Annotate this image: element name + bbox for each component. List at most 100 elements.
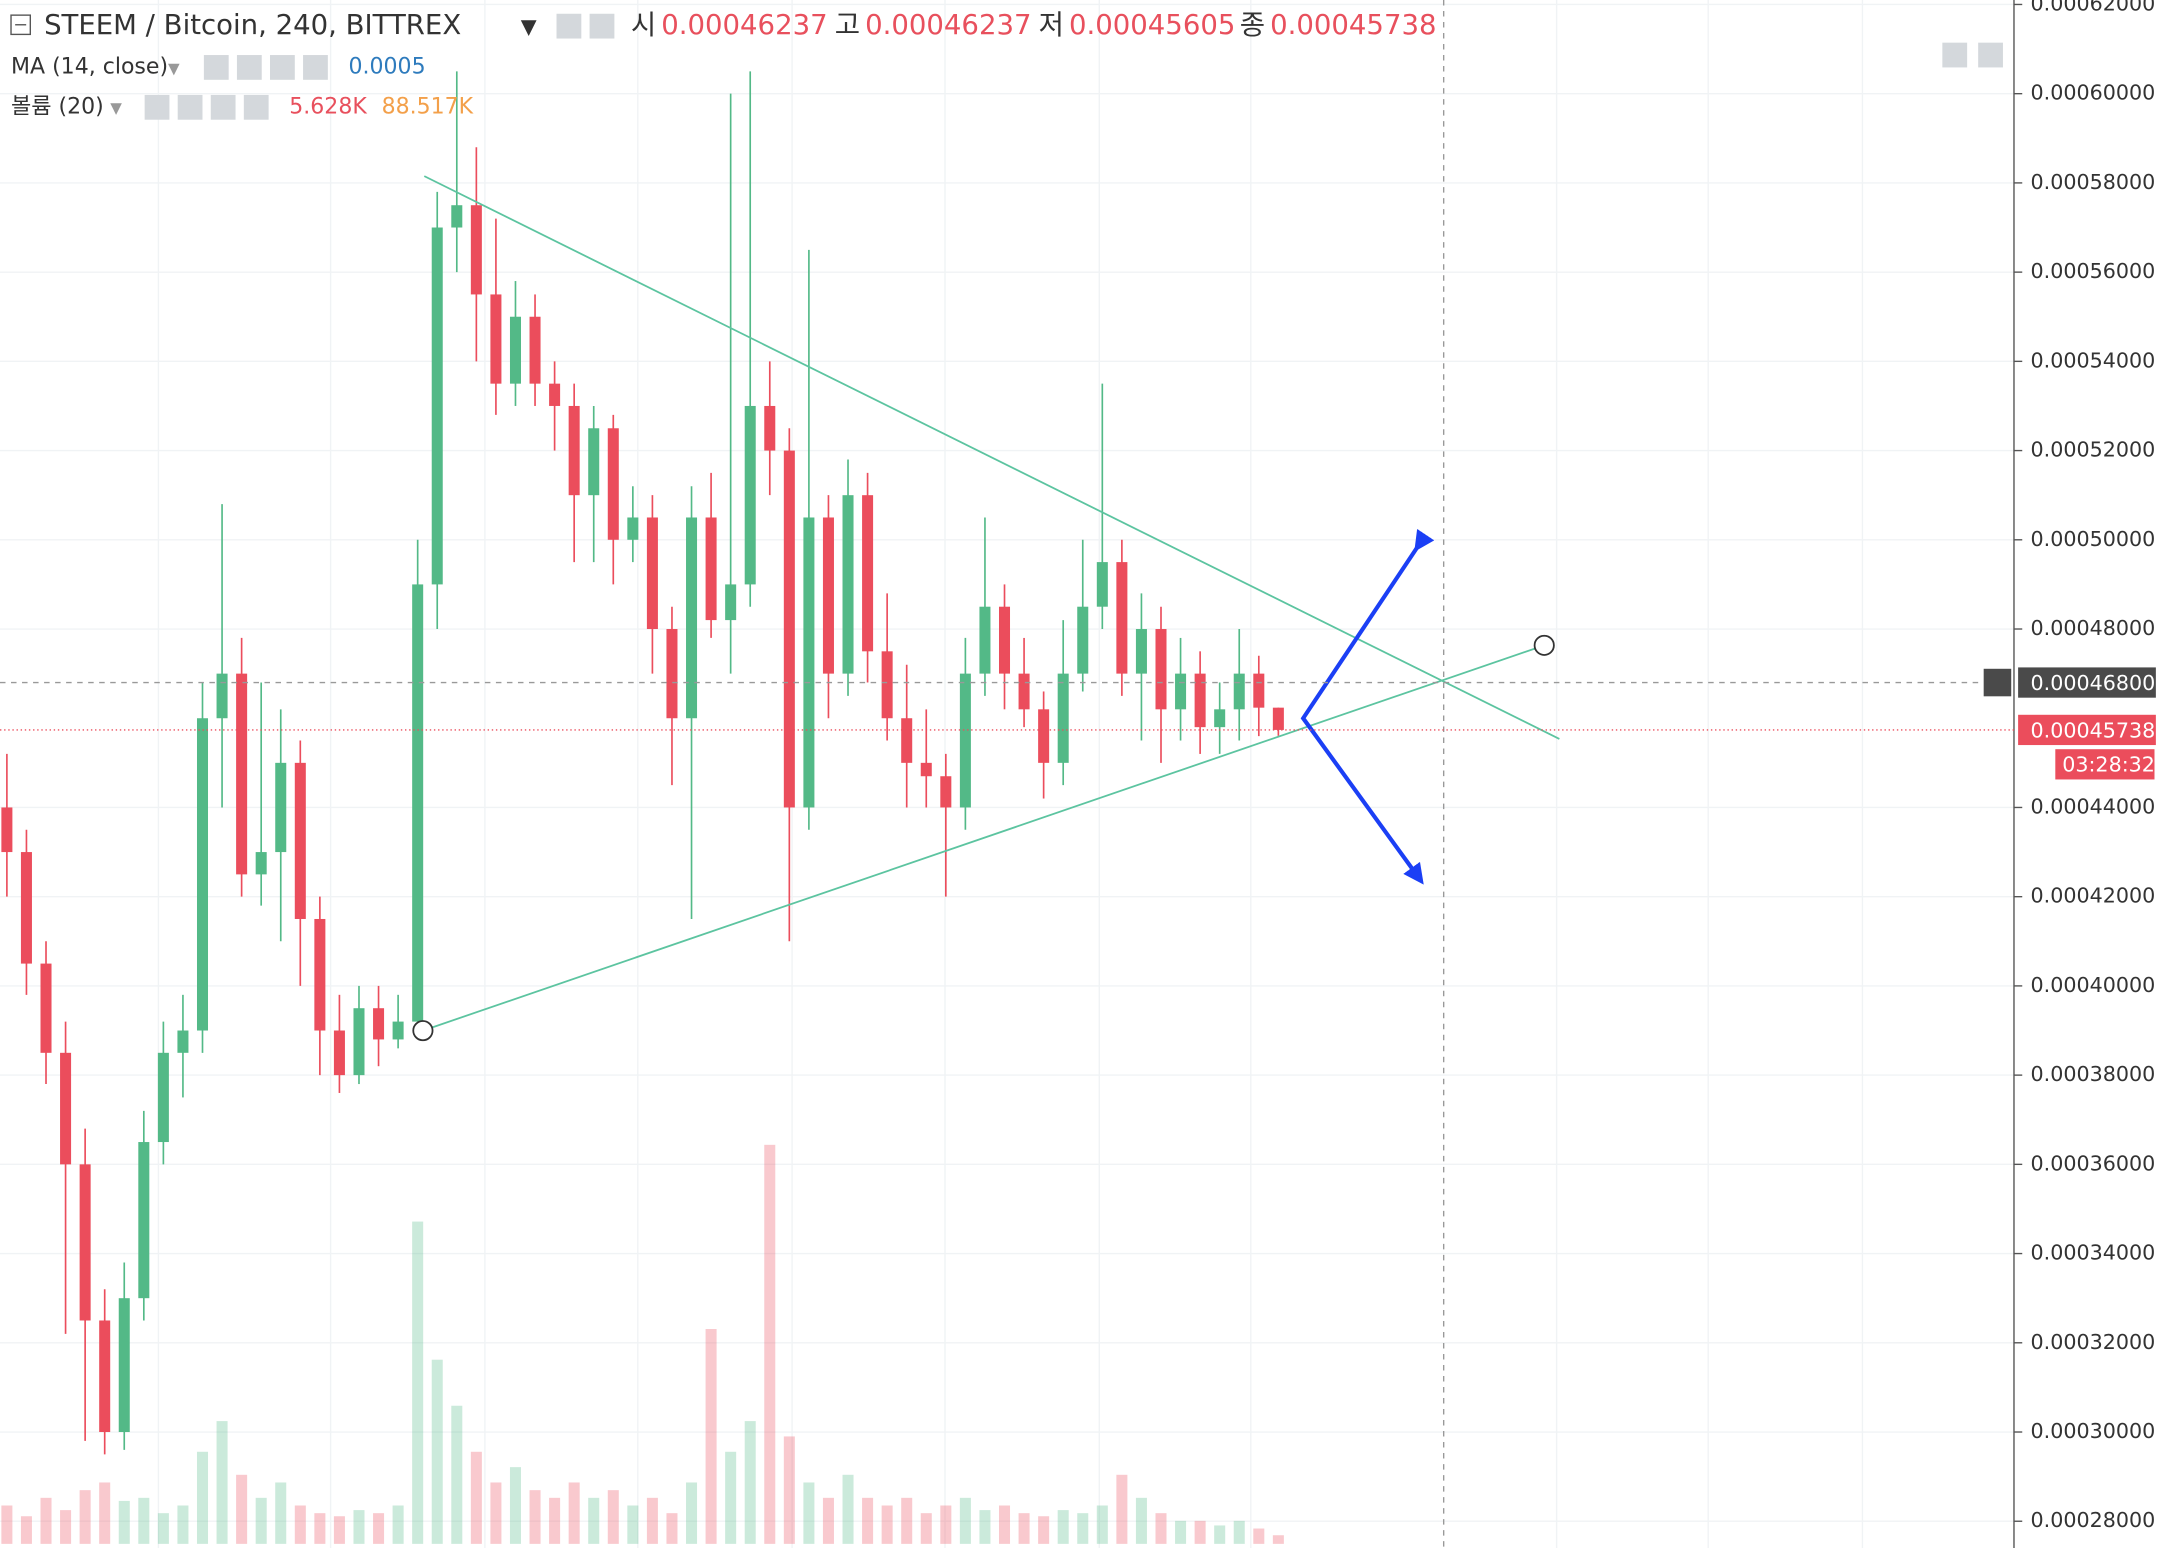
volume-bar — [509, 1467, 521, 1544]
volume-bar — [373, 1513, 385, 1544]
last-price-label: 0.00045738 — [2031, 718, 2156, 742]
candle-body — [196, 718, 209, 1031]
candle-body — [1175, 673, 1187, 710]
candle-body — [940, 776, 952, 808]
icon-button[interactable] — [589, 13, 615, 39]
ma-value: 0.0005 — [349, 54, 426, 79]
candle-body — [1272, 707, 1284, 730]
candle-body — [1194, 673, 1206, 728]
candle-body — [999, 606, 1011, 674]
candle-body — [705, 517, 717, 621]
volume-bar — [314, 1513, 326, 1544]
volume-bar — [940, 1505, 952, 1544]
icon-button[interactable] — [203, 55, 229, 80]
y-tick-label: 0.00060000 — [2031, 81, 2156, 105]
volume-bar — [79, 1490, 91, 1544]
candle-body — [1057, 673, 1069, 763]
crosshair-plus — [1983, 668, 2012, 697]
icon-button[interactable] — [303, 55, 328, 80]
volume-bar — [431, 1359, 443, 1544]
icon-button[interactable] — [1978, 42, 2003, 68]
candle-body — [588, 428, 600, 496]
candle-body — [783, 450, 795, 808]
volume-bar — [686, 1482, 698, 1544]
volume-bar — [1214, 1525, 1226, 1544]
candle-body — [1038, 709, 1050, 763]
volume-bar — [1253, 1528, 1265, 1544]
icon-button[interactable] — [177, 94, 203, 120]
anchor-point[interactable] — [412, 1020, 434, 1042]
last-price-bg — [2018, 714, 2156, 746]
volume-bar — [353, 1510, 365, 1544]
y-tick-label: 0.00034000 — [2031, 1241, 2156, 1265]
volume-bar — [666, 1513, 678, 1544]
y-tick-label: 0.00044000 — [2031, 794, 2156, 818]
icon-button[interactable] — [210, 94, 236, 120]
volume-bar — [1057, 1510, 1069, 1544]
volume-bar — [1038, 1516, 1050, 1544]
y-tick-label: 0.00058000 — [2031, 170, 2156, 194]
ohlc-name: 고 — [835, 9, 860, 41]
ohlc-value: 0.00045605 — [1069, 9, 1235, 41]
candle-body — [686, 517, 698, 719]
ohlc-value: 0.00046237 — [865, 9, 1031, 41]
candle-body — [99, 1320, 111, 1433]
candle-body — [959, 673, 971, 808]
trend-line-lower — [422, 644, 1545, 1032]
grid — [0, 0, 2014, 1548]
icon-button[interactable] — [236, 55, 262, 80]
candle-body — [607, 428, 619, 540]
candle-body — [373, 1008, 385, 1040]
candle-body — [79, 1164, 91, 1321]
candle-body — [1135, 629, 1147, 674]
volume-bar — [744, 1421, 756, 1544]
icon-button[interactable] — [144, 94, 170, 120]
axis-labels: 0.00028000 0.00030000 0.00032000 0.00034000… — [2013, 0, 2156, 1532]
header: STEEM / Bitcoin, 240, BITTREX ▼ 시 0.0004… — [10, 9, 2003, 120]
candle-body — [509, 316, 521, 384]
volume-bar — [196, 1451, 209, 1544]
volume-bar — [1116, 1474, 1128, 1544]
candle-body — [118, 1298, 130, 1433]
collapse-icon[interactable] — [10, 14, 31, 36]
icon-button[interactable] — [270, 55, 295, 80]
volume-bar — [1135, 1497, 1147, 1544]
volume-bar — [470, 1451, 482, 1544]
volume-bar — [1194, 1520, 1206, 1544]
countdown-bg — [2055, 749, 2155, 780]
candle-body — [353, 1008, 365, 1076]
y-tick-label: 0.00028000 — [2031, 1508, 2156, 1532]
volume-bar — [157, 1513, 169, 1544]
candle-body — [20, 852, 32, 964]
dropdown[interactable]: ▼ — [110, 99, 122, 117]
icon-button[interactable] — [556, 13, 582, 39]
volume-bar — [646, 1497, 658, 1544]
candle-body — [666, 629, 678, 719]
volume-bar — [20, 1516, 32, 1544]
y-tick-label: 0.00052000 — [2031, 438, 2156, 462]
y-tick-label: 0.00048000 — [2031, 616, 2156, 640]
y-tick-label: 0.00032000 — [2031, 1330, 2156, 1354]
candle-body — [803, 517, 815, 808]
candle-body — [1214, 709, 1226, 728]
volume-bar — [236, 1474, 248, 1544]
volume-bar — [1272, 1535, 1284, 1544]
volume-bar — [1018, 1513, 1030, 1544]
volume-bar — [1155, 1513, 1167, 1544]
anchor-point[interactable] — [1533, 634, 1555, 656]
icon-button[interactable] — [1942, 42, 1968, 68]
volume-bar — [490, 1482, 502, 1544]
icon-button[interactable] — [243, 94, 269, 120]
dropdown[interactable]: ▼ — [168, 59, 180, 77]
volume-bar — [705, 1329, 717, 1544]
candle-body — [294, 762, 306, 919]
ohlc-value: 0.00045738 — [1270, 9, 1436, 41]
countdown: 03:28:32 — [2062, 753, 2155, 777]
candle-body — [60, 1052, 72, 1165]
candle-body — [275, 762, 287, 853]
crosshair-label: 0.00046800 — [2031, 671, 2156, 695]
candle-body — [1116, 562, 1128, 674]
dropdown[interactable]: ▼ — [521, 15, 537, 39]
volume-bar — [549, 1497, 561, 1544]
